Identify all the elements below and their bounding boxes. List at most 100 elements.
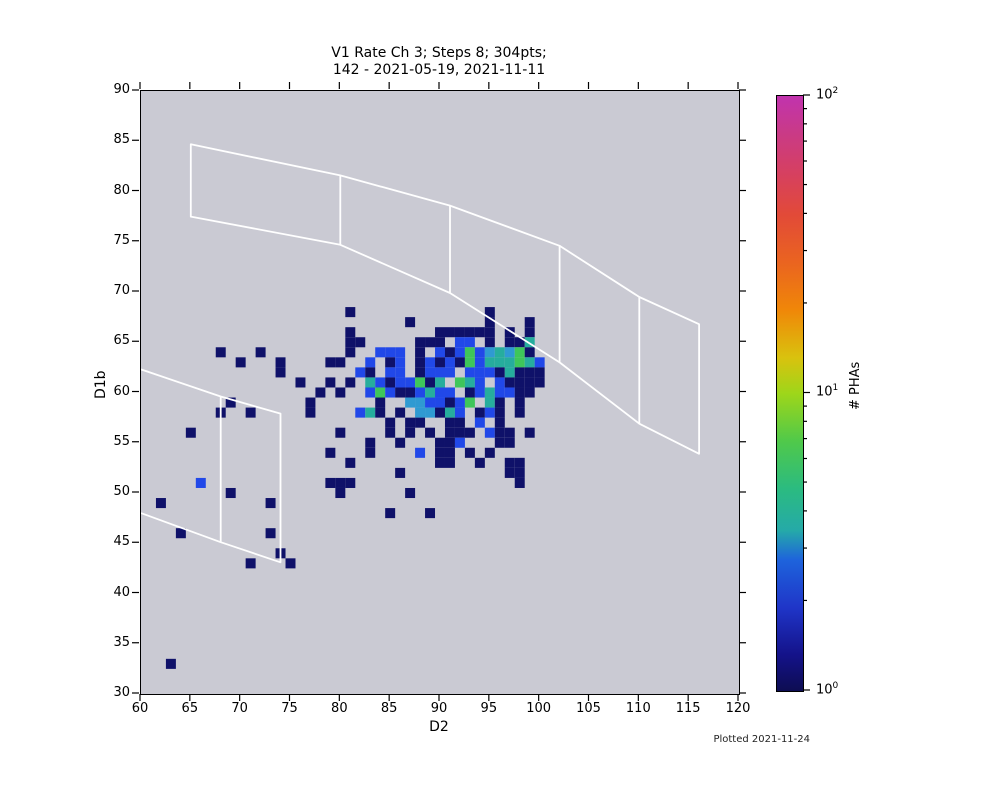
heatmap-cell: [494, 367, 505, 378]
heatmap-cell: [325, 377, 336, 388]
heatmap-cell: [265, 528, 276, 539]
heatmap-cell: [435, 397, 445, 408]
heatmap-cell: [444, 447, 455, 458]
x-tick-label: 100: [526, 701, 552, 716]
heatmap-cell: [435, 337, 445, 348]
heatmap-cell: [524, 337, 535, 348]
heatmap-cell: [305, 407, 316, 418]
heatmap-cell: [464, 447, 475, 458]
heatmap-cell: [444, 327, 455, 338]
heatmap-cell: [185, 427, 196, 438]
x-tick-label: 90: [430, 701, 448, 716]
heatmap-cell: [375, 397, 386, 408]
heatmap-cell: [415, 377, 426, 388]
heatmap-cell: [365, 407, 376, 418]
track-overlay-lines: [141, 143, 700, 564]
y-tick-label: 75: [113, 232, 130, 248]
heatmap-cell: [355, 337, 366, 348]
heatmap-cell: [345, 347, 356, 358]
heatmap-cell: [484, 447, 495, 458]
heatmap-cell: [415, 347, 426, 358]
heatmap-cell: [474, 417, 485, 428]
colorbar-axis-label: # PHAs: [848, 361, 863, 410]
heatmap-cell: [425, 427, 436, 438]
heatmap-cell: [494, 347, 505, 358]
y-tick-label: 55: [113, 433, 130, 449]
heatmap-cell: [444, 417, 455, 428]
heatmap-cell: [484, 367, 495, 378]
heatmap-cell: [425, 367, 436, 378]
lower-band-outline: [141, 368, 282, 564]
heatmap-cell: [425, 337, 436, 348]
heatmap-cell: [175, 528, 186, 539]
heatmap-cell: [375, 347, 386, 358]
heatmap-cell: [514, 377, 525, 388]
heatmap-cell: [454, 337, 465, 348]
heatmap-cell: [474, 327, 485, 338]
heatmap-cell: [534, 357, 545, 368]
heatmap-cells: [155, 307, 545, 669]
heatmap-cell: [345, 307, 356, 318]
heatmap-cell: [444, 367, 455, 378]
heatmap-cell: [385, 427, 396, 438]
heatmap-cell: [385, 508, 396, 519]
heatmap-cell: [514, 407, 525, 418]
heatmap-cell: [484, 307, 495, 318]
heatmap-cell: [464, 367, 475, 378]
heatmap-cell: [504, 367, 515, 378]
heatmap-cell: [355, 407, 366, 418]
heatmap-cell: [345, 377, 356, 388]
heatmap-cell: [365, 437, 376, 448]
heatmap-cell: [444, 437, 455, 448]
heatmap-cell: [365, 377, 376, 388]
heatmap-cell: [504, 437, 515, 448]
heatmap-cell: [375, 387, 386, 398]
y-tick-label: 80: [113, 182, 130, 198]
heatmap-cell: [355, 367, 366, 378]
heatmap-cell: [444, 357, 455, 368]
heatmap-cell: [405, 377, 416, 388]
heatmap-cell: [415, 357, 426, 368]
heatmap-cell: [504, 357, 515, 368]
heatmap-cell: [444, 407, 455, 418]
heatmap-cell: [385, 357, 396, 368]
x-tick-label: 120: [725, 701, 751, 716]
heatmap-cell: [425, 377, 436, 388]
heatmap-cell: [514, 397, 525, 408]
heatmap-cell: [275, 367, 286, 378]
y-tick-label: 65: [113, 333, 130, 349]
colorbar-tick-label-1: 100: [816, 681, 839, 698]
heatmap-cell: [345, 477, 356, 488]
heatmap-cell: [474, 377, 485, 388]
heatmap-cell: [494, 427, 505, 438]
heatmap-cell: [305, 397, 316, 408]
heatmap-cell: [415, 417, 426, 428]
heatmap-cell: [265, 498, 276, 509]
heatmap-cell: [435, 437, 445, 448]
heatmap-cell: [504, 387, 515, 398]
heatmap-cell: [444, 457, 455, 468]
heatmap-cell: [474, 387, 485, 398]
heatmap-cell: [365, 447, 376, 458]
heatmap-cell: [415, 397, 426, 408]
heatmap-cell: [335, 357, 346, 368]
heatmap-cell: [325, 357, 336, 368]
heatmap-cell: [425, 508, 436, 519]
heatmap-cell: [375, 377, 386, 388]
heatmap-cell: [454, 327, 465, 338]
heatmap-cell: [504, 467, 515, 478]
heatmap-cell: [464, 377, 475, 388]
heatmap-cell: [395, 367, 406, 378]
heatmap-cell: [504, 377, 515, 388]
heatmap-cell: [524, 357, 535, 368]
x-tick-label: 110: [625, 701, 651, 716]
heatmap-cell: [435, 457, 445, 468]
heatmap-cell: [504, 337, 515, 348]
heatmap-cell: [514, 337, 525, 348]
heatmap-cell: [524, 387, 535, 398]
heatmap-cell: [504, 327, 515, 338]
heatmap-cell: [444, 347, 455, 358]
heatmap-cell: [444, 387, 455, 398]
heatmap-cell: [484, 347, 495, 358]
